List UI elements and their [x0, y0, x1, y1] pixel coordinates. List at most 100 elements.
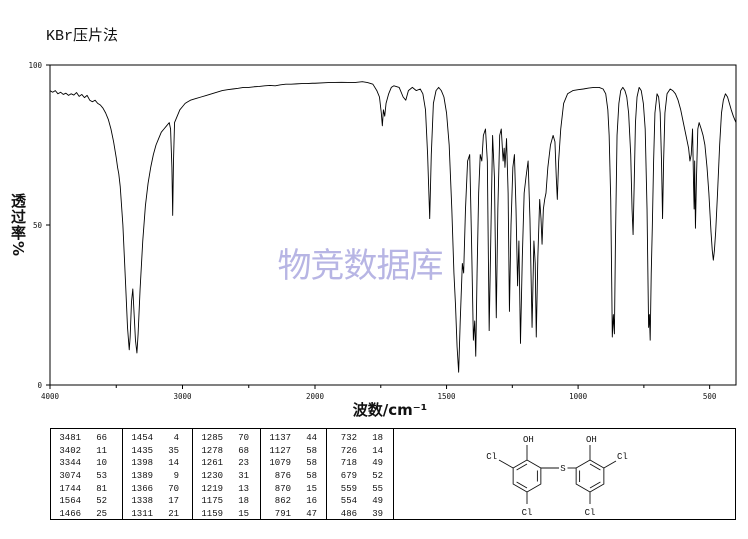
structure-cell: OH Cl Cl S OH Cl Cl [394, 429, 735, 519]
peak-wavenumber: 1159 [201, 509, 223, 520]
peak-wavenumber: 726 [340, 445, 357, 456]
peak-table: 3481 66 3402 11 3344 10 3074 53 1744 81 1564 52 1466… [50, 428, 736, 520]
peak-transmittance: 17 [168, 496, 179, 507]
left-ring-double-bond [516, 463, 528, 471]
peak-row: 1127 58 [261, 445, 326, 458]
peak-column: 1454 4 1435 35 1398 14 1389 9 1366 70 1338 17 1311 21 [123, 429, 193, 519]
x-tick-label: 2000 [306, 392, 325, 401]
peak-row: 1285 70 [193, 432, 260, 445]
watermark: 物竞数据库 [277, 246, 444, 286]
peak-column: 732 18 726 14 718 49 679 52 559 55 554 49 486 39 [327, 429, 394, 519]
peak-transmittance: 11 [96, 445, 107, 456]
peak-row: 726 14 [327, 445, 393, 458]
peak-wavenumber: 1564 [59, 496, 81, 507]
peak-transmittance: 66 [96, 433, 107, 443]
peak-transmittance: 4 [173, 433, 179, 443]
peak-wavenumber: 1744 [59, 483, 81, 494]
peak-row: 1311 21 [123, 508, 192, 521]
chemical-structure: OH Cl Cl S OH Cl Cl [486, 435, 628, 518]
peak-wavenumber: 732 [340, 433, 357, 443]
peak-wavenumber: 679 [340, 471, 357, 482]
x-tick-label: 4000 [41, 392, 60, 401]
peak-transmittance: 70 [168, 483, 179, 494]
peak-wavenumber: 876 [274, 471, 291, 482]
left-ring-double-bond [516, 481, 528, 489]
peak-transmittance: 18 [238, 496, 249, 507]
peak-column: 1285 70 1278 68 1261 23 1230 31 1219 13 1175 18 1159… [193, 429, 261, 519]
y-tick-label: 0 [37, 381, 42, 390]
peak-wavenumber: 1338 [131, 496, 153, 507]
cl-upper-left-bond [498, 459, 514, 469]
sulfur-label: S [560, 464, 565, 474]
spectrum-line [49, 81, 737, 373]
peak-wavenumber: 3402 [59, 445, 81, 456]
cl-upper-right-bond [603, 460, 617, 469]
page-title: KBr压片法 [46, 28, 119, 45]
peak-wavenumber: 1127 [269, 445, 291, 456]
peak-wavenumber: 1285 [201, 433, 223, 443]
peak-row: 3074 53 [51, 470, 122, 483]
peak-transmittance: 16 [306, 496, 317, 507]
peak-row: 1466 25 [51, 508, 122, 521]
peak-transmittance: 18 [372, 433, 383, 443]
peak-wavenumber: 554 [340, 496, 357, 507]
peak-row: 791 47 [261, 508, 326, 521]
peak-transmittance: 58 [306, 458, 317, 469]
peak-row: 1366 70 [123, 483, 192, 496]
peak-transmittance: 14 [372, 445, 383, 456]
peak-row: 554 49 [327, 495, 393, 508]
peak-wavenumber: 1389 [131, 471, 153, 482]
peak-wavenumber: 1230 [201, 471, 223, 482]
peak-wavenumber: 486 [340, 509, 357, 520]
right-ring-double-bond [589, 481, 601, 489]
peak-row: 486 39 [327, 508, 393, 521]
x-tick-label: 1500 [438, 392, 457, 401]
peak-row: 1230 31 [193, 470, 260, 483]
peak-wavenumber: 1398 [131, 458, 153, 469]
peak-wavenumber: 791 [274, 509, 291, 520]
peak-column: 3481 66 3402 11 3344 10 3074 53 1744 81 1564 52 1466… [51, 429, 123, 519]
peak-wavenumber: 718 [340, 458, 357, 469]
x-axis: 4000 3000 2000 1500 1000 500 [41, 385, 717, 401]
peak-wavenumber: 1261 [201, 458, 223, 469]
peak-row: 1435 35 [123, 445, 192, 458]
peak-row: 1175 18 [193, 495, 260, 508]
peak-wavenumber: 3074 [59, 471, 81, 482]
peak-transmittance: 10 [96, 458, 107, 469]
peak-transmittance: 25 [96, 509, 107, 520]
cl-lower-left-label: Cl [522, 508, 533, 518]
peak-wavenumber: 870 [274, 483, 291, 494]
peak-transmittance: 58 [306, 471, 317, 482]
peak-transmittance: 14 [168, 458, 179, 469]
peak-row: 876 58 [261, 470, 326, 483]
peak-transmittance: 49 [372, 496, 383, 507]
peak-transmittance: 15 [306, 483, 317, 494]
peak-row: 1261 23 [193, 457, 260, 470]
peak-wavenumber: 1137 [269, 433, 291, 443]
peak-transmittance: 68 [238, 445, 249, 456]
left-benzene-ring [512, 459, 542, 493]
x-tick-label: 1000 [569, 392, 588, 401]
y-tick-label: 100 [28, 61, 42, 70]
peak-transmittance: 55 [372, 483, 383, 494]
peak-wavenumber: 1311 [131, 509, 153, 520]
peak-list: 3481 66 3402 11 3344 10 3074 53 1744 81 1564 52 1466… [51, 429, 394, 519]
peak-wavenumber: 862 [274, 496, 291, 507]
peak-transmittance: 52 [96, 496, 107, 507]
peak-transmittance: 13 [238, 483, 249, 494]
peak-row: 1079 58 [261, 457, 326, 470]
right-ring-double-bond [589, 463, 601, 471]
peak-row: 732 18 [327, 432, 393, 445]
peak-row: 1137 44 [261, 432, 326, 445]
y-axis-label: 透过率% [9, 193, 27, 258]
peak-wavenumber: 1466 [59, 509, 81, 520]
peak-column: 1137 44 1127 58 1079 58 876 58 870 15 862 16 791 47 [261, 429, 327, 519]
peak-row: 1564 52 [51, 495, 122, 508]
peak-transmittance: 53 [96, 471, 107, 482]
peak-transmittance: 52 [372, 471, 383, 482]
peak-transmittance: 9 [173, 471, 179, 482]
peak-row: 1159 15 [193, 508, 260, 521]
peak-row: 1219 13 [193, 483, 260, 496]
peak-row: 1744 81 [51, 483, 122, 496]
